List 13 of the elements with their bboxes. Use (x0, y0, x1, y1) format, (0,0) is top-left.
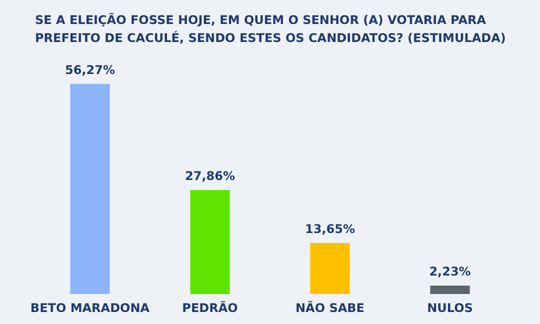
bar (310, 243, 350, 294)
x-tick-label: PEDRÃO (182, 300, 238, 315)
chart-title: SE A ELEIÇÃO FOSSE HOJE, EM QUEM O SENHOR (A) VOTARIA PARA PREFEITO DE CACULÉ, SENDO ESTES OS CANDIDATOS? (ESTIMULADA) (35, 12, 506, 45)
x-tick-label: NÃO SABE (296, 300, 364, 315)
data-label: 27,86% (185, 168, 235, 183)
x-tick-label: NULOS (427, 301, 473, 315)
bar (190, 190, 230, 294)
bar (430, 286, 470, 294)
bar (70, 84, 110, 294)
data-label: 56,27% (65, 62, 115, 77)
x-tick-label: BETO MARADONA (30, 301, 150, 315)
data-label: 13,65% (305, 222, 355, 236)
data-label: 2,23% (429, 264, 471, 279)
